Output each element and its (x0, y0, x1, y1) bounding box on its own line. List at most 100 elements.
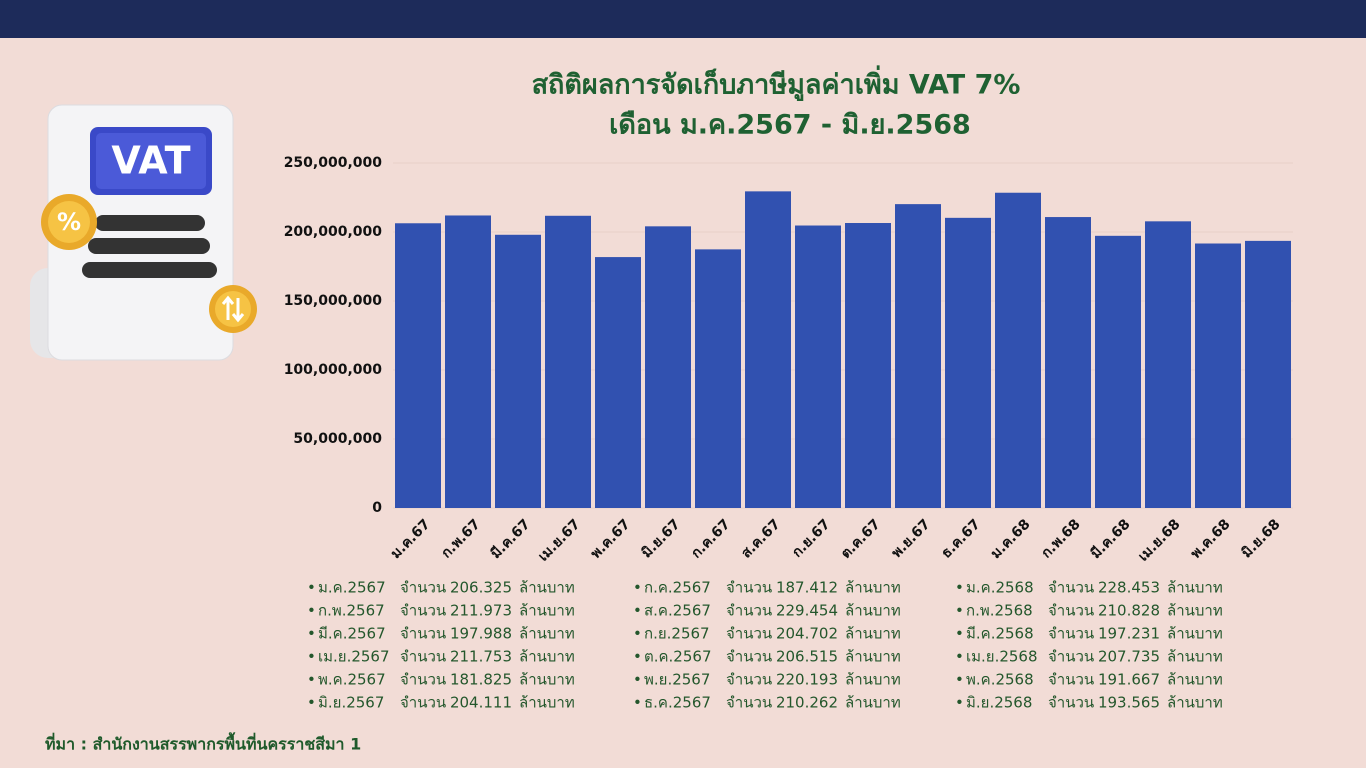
summary-month: ก.พ.2567 (318, 602, 385, 620)
summary-word: จำนวน (400, 602, 446, 620)
summary-word: จำนวน (400, 579, 446, 597)
summary-unit: ล้านบาท (519, 602, 575, 620)
bar (795, 225, 841, 509)
summary-item: • พ.ค.2567 จำนวน 181.825 ล้านบาท (307, 671, 575, 689)
summary-amount: 193.565 (1098, 694, 1160, 712)
y-tick-label: 0 (372, 500, 382, 516)
bullet: • (307, 602, 316, 620)
summary-month: เม.ย.2568 (966, 648, 1038, 666)
bullet: • (307, 625, 316, 643)
bullet: • (955, 579, 964, 597)
summary-item: • พ.ค.2568 จำนวน 191.667 ล้านบาท (955, 671, 1223, 689)
bullet: • (633, 671, 642, 689)
y-tick-label: 150,000,000 (284, 293, 383, 309)
summary-amount: 187.412 (776, 579, 838, 597)
summary-item: • ธ.ค.2567 จำนวน 210.262 ล้านบาท (633, 694, 901, 712)
bar (495, 234, 541, 509)
icon-label: VAT (111, 139, 190, 183)
summary-item: • มี.ค.2567 จำนวน 197.988 ล้านบาท (307, 625, 575, 643)
bullet: • (955, 671, 964, 689)
vat-icon: VAT % (30, 104, 257, 361)
summary-month: ส.ค.2567 (644, 602, 711, 620)
bullet: • (955, 694, 964, 712)
summary-word: จำนวน (726, 648, 772, 666)
bar (745, 191, 791, 508)
chart-subtitle: เดือน ม.ค.2567 - มิ.ย.2568 (609, 110, 971, 141)
summary-amount: 210.828 (1098, 602, 1160, 620)
bar (645, 226, 691, 508)
summary-amount: 210.262 (776, 694, 838, 712)
top-bar (0, 0, 1366, 38)
summary-unit: ล้านบาท (519, 625, 575, 643)
summary-word: จำนวน (726, 671, 772, 689)
summary-item: • ก.ค.2567 จำนวน 187.412 ล้านบาท (633, 579, 901, 597)
summary-amount: 181.825 (450, 671, 512, 689)
bar (845, 223, 891, 509)
chart-title: สถิติผลการจัดเก็บภาษีมูลค่าเพิ่ม VAT 7% (532, 65, 1021, 102)
bar (1095, 235, 1141, 508)
summary-unit: ล้านบาท (845, 625, 901, 643)
bullet: • (633, 625, 642, 643)
bullet: • (955, 625, 964, 643)
summary-word: จำนวน (1048, 625, 1094, 643)
summary-month: พ.ค.2568 (966, 671, 1034, 689)
source: ที่มา : สำนักงานสรรพากรพื้นที่นครราชสีมา… (45, 732, 361, 754)
bar (395, 223, 441, 509)
bar (945, 217, 991, 508)
summary-word: จำนวน (400, 694, 446, 712)
summary-unit: ล้านบาท (845, 648, 901, 666)
summary-unit: ล้านบาท (1167, 694, 1223, 712)
bullet: • (307, 694, 316, 712)
summary-month: มี.ค.2568 (966, 625, 1034, 643)
summary-unit: ล้านบาท (519, 694, 575, 712)
summary-amount: 229.454 (776, 602, 838, 620)
y-tick-label: 100,000,000 (284, 362, 383, 378)
summary-month: ธ.ค.2567 (644, 694, 711, 712)
summary-amount: 204.702 (776, 625, 838, 643)
summary-amount: 206.325 (450, 579, 512, 597)
summary-amount: 211.973 (450, 602, 512, 620)
bullet: • (307, 579, 316, 597)
summary-amount: 197.988 (450, 625, 512, 643)
summary-amount: 206.515 (776, 648, 838, 666)
summary-month: ก.ค.2567 (644, 579, 711, 597)
y-tick-label: 200,000,000 (284, 224, 383, 240)
summary-word: จำนวน (1048, 648, 1094, 666)
bar (545, 215, 591, 508)
summary-amount: 204.111 (450, 694, 512, 712)
bar (1145, 221, 1191, 509)
summary-word: จำนวน (1048, 602, 1094, 620)
summary-unit: ล้านบาท (845, 579, 901, 597)
summary-unit: ล้านบาท (1167, 579, 1223, 597)
summary-item: • เม.ย.2568 จำนวน 207.735 ล้านบาท (955, 648, 1223, 666)
bar (995, 192, 1041, 508)
summary-word: จำนวน (400, 671, 446, 689)
bar (895, 204, 941, 508)
summary-word: จำนวน (1048, 579, 1094, 597)
summary-item: • เม.ย.2567 จำนวน 211.753 ล้านบาท (307, 648, 575, 666)
summary-amount: 207.735 (1098, 648, 1160, 666)
summary-unit: ล้านบาท (519, 648, 575, 666)
icon-badge: % (57, 208, 81, 236)
summary-unit: ล้านบาท (519, 579, 575, 597)
summary-word: จำนวน (400, 625, 446, 643)
summary-item: • ต.ค.2567 จำนวน 206.515 ล้านบาท (633, 648, 901, 666)
summary-amount: 211.753 (450, 648, 512, 666)
bullet: • (633, 602, 642, 620)
summary-month: มี.ค.2567 (318, 625, 386, 643)
summary-word: จำนวน (726, 579, 772, 597)
summary-month: ม.ค.2567 (318, 579, 386, 597)
summary-amount: 191.667 (1098, 671, 1160, 689)
summary-unit: ล้านบาท (1167, 625, 1223, 643)
summary-month: พ.ย.2567 (644, 671, 710, 689)
summary-word: จำนวน (1048, 671, 1094, 689)
summary-month: ม.ค.2568 (966, 579, 1034, 597)
summary-item: • ม.ค.2568 จำนวน 228.453 ล้านบาท (955, 579, 1223, 597)
summary-month: มิ.ย.2568 (966, 694, 1032, 712)
summary-item: • ส.ค.2567 จำนวน 229.454 ล้านบาท (633, 602, 901, 620)
bullet: • (307, 671, 316, 689)
summary-item: • ก.พ.2567 จำนวน 211.973 ล้านบาท (307, 602, 575, 620)
summary-month: ต.ค.2567 (644, 648, 712, 666)
bullet: • (633, 579, 642, 597)
